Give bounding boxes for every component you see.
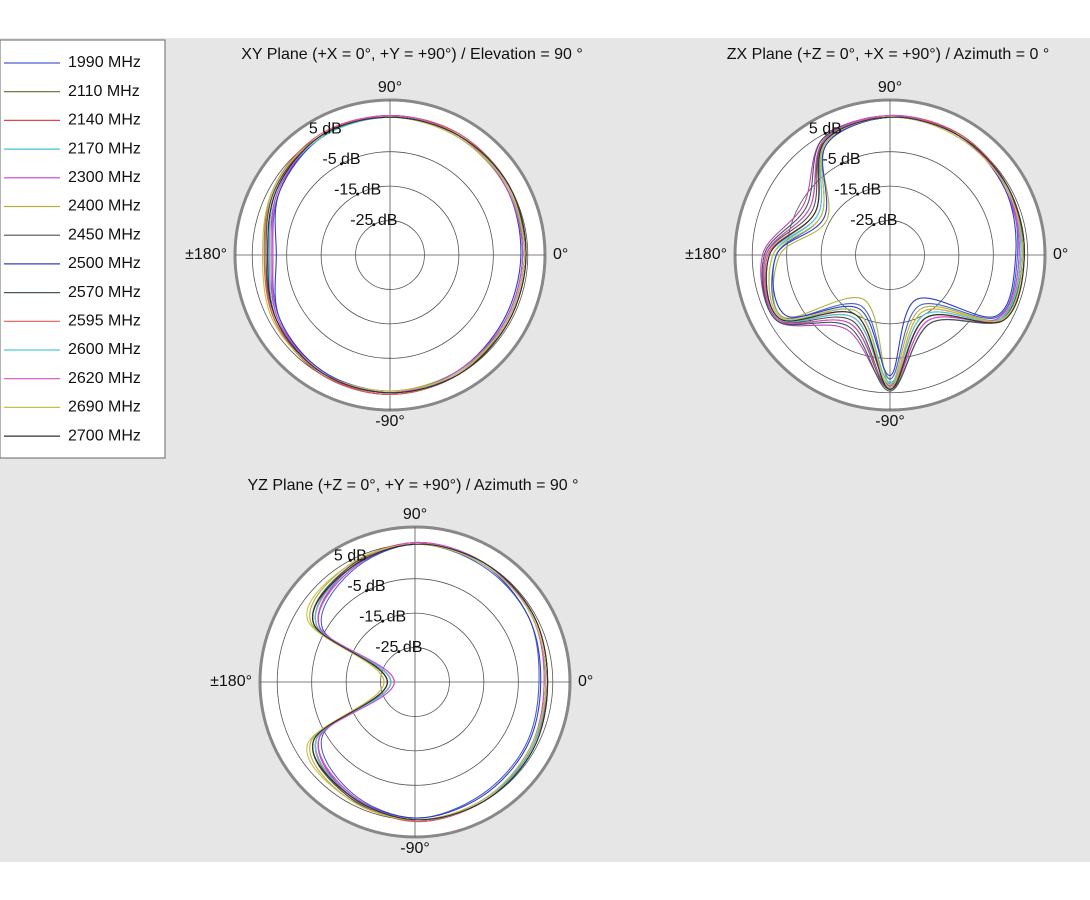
angle-label: 90° (878, 79, 902, 96)
ring-dot (323, 131, 327, 135)
ring-dot (364, 589, 368, 593)
ring-dot (872, 223, 876, 227)
ring-label: -25 dB (350, 212, 397, 229)
ring-dot (381, 619, 385, 623)
legend-label: 2690 MHz (68, 399, 141, 416)
pattern-trace (267, 116, 527, 394)
legend-label: 1990 MHz (68, 54, 141, 71)
ring-dot (856, 192, 860, 196)
ring-dot (839, 162, 843, 166)
legend-label: 2110 MHz (68, 83, 140, 100)
chart-title: XY Plane (+X = 0°, +Y = +90°) / Elevatio… (241, 46, 583, 63)
ring-label: -5 dB (322, 151, 360, 168)
legend-label: 2450 MHz (68, 226, 141, 243)
ring-dot (397, 650, 401, 654)
legend-label: 2170 MHz (68, 140, 141, 157)
ring-label: 5 dB (809, 121, 842, 138)
legend-label: 2500 MHz (68, 255, 141, 272)
legend-label: 2620 MHz (68, 370, 141, 387)
angle-label: 0° (553, 246, 568, 263)
angle-label: 90° (378, 79, 402, 96)
ring-label: -25 dB (850, 212, 897, 229)
angle-label: ±180° (685, 246, 727, 263)
legend-label: 2300 MHz (68, 169, 141, 186)
ring-dot (356, 192, 360, 196)
legend-label: 2600 MHz (68, 341, 141, 358)
ring-label: -15 dB (359, 608, 406, 625)
pattern-trace (768, 116, 1024, 389)
ring-label: -5 dB (822, 151, 860, 168)
angle-label: 0° (1053, 246, 1068, 263)
pattern-trace (262, 116, 525, 392)
ring-label: -15 dB (334, 181, 381, 198)
ring-label: 5 dB (309, 121, 342, 138)
pattern-trace (312, 543, 549, 821)
ring-label: -5 dB (347, 578, 385, 595)
legend-label: 2400 MHz (68, 198, 141, 215)
chart-title: YZ Plane (+Z = 0°, +Y = +90°) / Azimuth … (247, 477, 578, 494)
ring-label: -25 dB (375, 639, 422, 656)
ring-label: 5 dB (334, 548, 367, 565)
ring-label: -15 dB (834, 181, 881, 198)
legend-label: 2140 MHz (68, 112, 141, 129)
ring-dot (348, 558, 352, 562)
legend-label: 2700 MHz (68, 427, 141, 444)
ring-dot (339, 162, 343, 166)
angle-label: 90° (403, 506, 427, 523)
pattern-trace (306, 543, 547, 821)
legend-label: 2595 MHz (68, 313, 141, 330)
angle-label: -90° (375, 413, 405, 430)
angle-label: -90° (875, 413, 905, 430)
legend-box (0, 39, 166, 459)
pattern-trace (765, 116, 1025, 390)
angle-label: ±180° (185, 246, 227, 263)
ring-dot (372, 223, 376, 227)
ring-dot (823, 131, 827, 135)
angle-label: -90° (400, 840, 430, 857)
legend-label: 2570 MHz (68, 284, 141, 301)
angle-label: 0° (578, 673, 593, 690)
chart-title: ZX Plane (+Z = 0°, +X = +90°) / Azimuth … (727, 46, 1049, 63)
angle-label: ±180° (210, 673, 252, 690)
